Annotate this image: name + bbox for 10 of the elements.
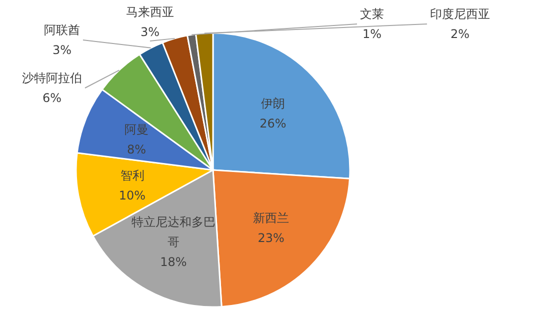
slice-label: 阿联酋: [44, 23, 80, 37]
data-label: 3%: [140, 25, 160, 39]
data-label: 6%: [42, 91, 62, 105]
slice-label: 印度尼西亚: [430, 7, 490, 21]
data-label: 2%: [450, 27, 470, 41]
slice-label: 沙特阿拉伯: [22, 71, 82, 85]
data-label: 1%: [362, 27, 382, 41]
slice-label: 文莱: [360, 7, 384, 21]
slice-label: 马来西亚: [126, 5, 174, 19]
data-label: 3%: [52, 43, 72, 57]
